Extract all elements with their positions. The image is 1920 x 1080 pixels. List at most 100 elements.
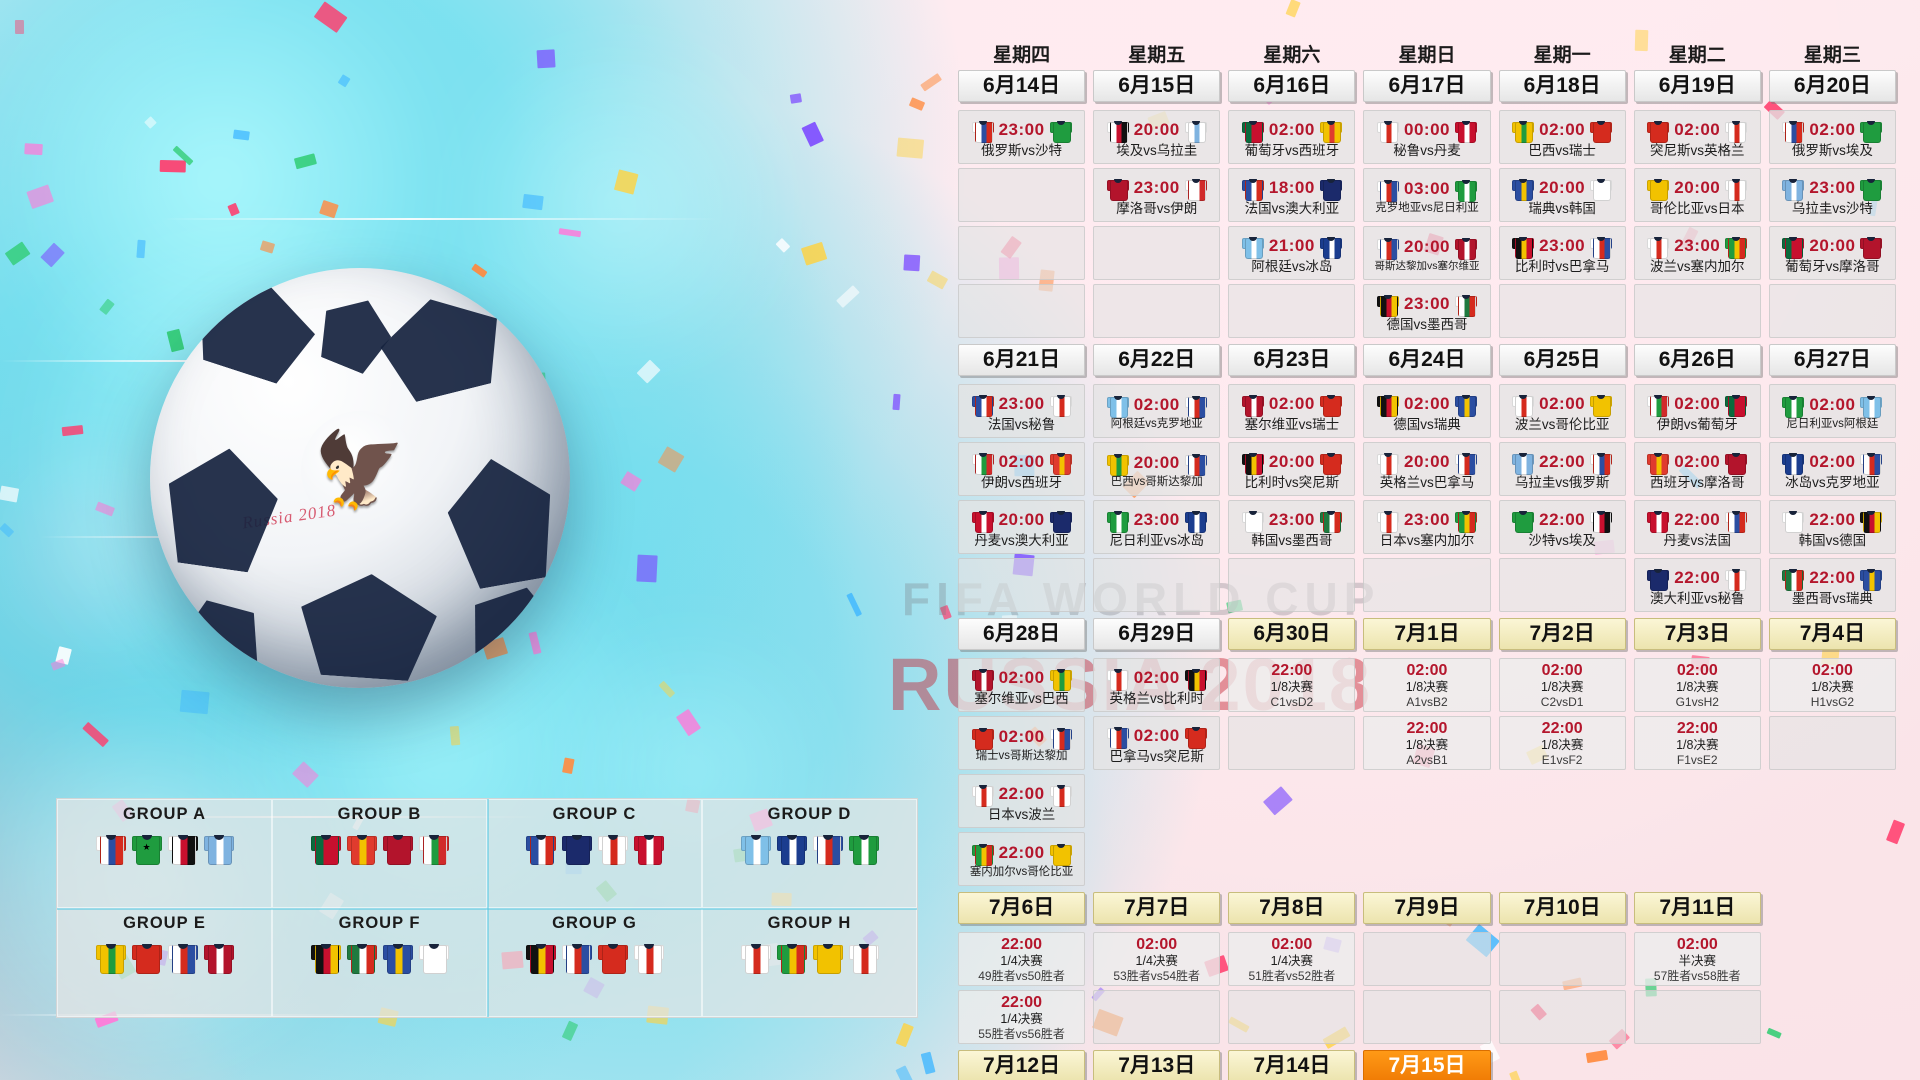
date-header[interactable]: 7月10日 xyxy=(1498,892,1626,924)
match-cell[interactable]: 02:00 阿根廷vs克罗地亚 xyxy=(1093,384,1221,438)
match-cell[interactable]: 03:00 克罗地亚vs尼日利亚 xyxy=(1363,168,1491,222)
date-header[interactable]: 6月25日 xyxy=(1498,344,1626,376)
match-cell[interactable]: 23:00 波兰vs塞内加尔 xyxy=(1633,226,1761,280)
date-header[interactable]: 6月26日 xyxy=(1633,344,1761,376)
match-cell[interactable]: 02:00 西班牙vs摩洛哥 xyxy=(1633,442,1761,496)
date-header[interactable]: 7月2日 xyxy=(1498,618,1626,650)
match-cell[interactable]: 23:00 尼日利亚vs冰岛 xyxy=(1093,500,1221,554)
match-cell[interactable]: 00:00 秘鲁vs丹麦 xyxy=(1363,110,1491,164)
match-cell[interactable]: 02:00 伊朗vs西班牙 xyxy=(958,442,1086,496)
match-cell[interactable]: 02:00 俄罗斯vs埃及 xyxy=(1768,110,1896,164)
date-header[interactable]: 7月1日 xyxy=(1363,618,1491,650)
date-header[interactable]: 6月19日 xyxy=(1633,70,1761,102)
date-header[interactable]: 7月11日 xyxy=(1633,892,1761,924)
match-cell[interactable]: 23:00 韩国vs墨西哥 xyxy=(1228,500,1356,554)
group-cell[interactable]: GROUP H xyxy=(702,908,917,1017)
knockout-match-cell[interactable]: 02:00 1/4决赛 53胜者vs54胜者 xyxy=(1093,932,1221,986)
match-cell[interactable]: 18:00 法国vs澳大利亚 xyxy=(1228,168,1356,222)
date-header[interactable]: 6月23日 xyxy=(1228,344,1356,376)
date-header[interactable]: 7月3日 xyxy=(1633,618,1761,650)
date-header[interactable]: 6月30日 xyxy=(1228,618,1356,650)
group-cell[interactable]: GROUP D xyxy=(702,799,917,908)
match-cell[interactable]: 20:00 哥伦比亚vs日本 xyxy=(1633,168,1761,222)
date-header[interactable]: 6月14日 xyxy=(958,70,1086,102)
match-cell[interactable]: 20:00 巴西vs哥斯达黎加 xyxy=(1093,442,1221,496)
date-header[interactable]: 7月15日 xyxy=(1363,1050,1491,1080)
date-header[interactable]: 7月13日 xyxy=(1093,1050,1221,1080)
match-cell[interactable]: 22:00 丹麦vs法国 xyxy=(1633,500,1761,554)
match-cell[interactable]: 02:00 德国vs瑞典 xyxy=(1363,384,1491,438)
match-cell[interactable]: 22:00 乌拉圭vs俄罗斯 xyxy=(1498,442,1626,496)
date-header[interactable]: 6月24日 xyxy=(1363,344,1491,376)
group-cell[interactable]: GROUP F xyxy=(272,908,487,1017)
knockout-match-cell[interactable]: 02:00 1/4决赛 51胜者vs52胜者 xyxy=(1228,932,1356,986)
knockout-match-cell[interactable]: 02:00 1/8决赛 C2vsD1 xyxy=(1498,658,1626,712)
match-cell[interactable]: 20:00 丹麦vs澳大利亚 xyxy=(958,500,1086,554)
match-cell[interactable]: 20:00 葡萄牙vs摩洛哥 xyxy=(1768,226,1896,280)
knockout-match-cell[interactable]: 02:00 1/8决赛 H1vsG2 xyxy=(1768,658,1896,712)
group-cell[interactable]: GROUP E xyxy=(57,908,272,1017)
knockout-match-cell[interactable]: 02:00 1/8决赛 A1vsB2 xyxy=(1363,658,1491,712)
match-cell[interactable]: 02:00 冰岛vs克罗地亚 xyxy=(1768,442,1896,496)
match-cell[interactable]: 02:00 伊朗vs葡萄牙 xyxy=(1633,384,1761,438)
date-header[interactable]: 6月27日 xyxy=(1768,344,1896,376)
date-header[interactable]: 7月6日 xyxy=(958,892,1086,924)
group-cell[interactable]: GROUP A ★ xyxy=(57,799,272,908)
date-header[interactable]: 6月18日 xyxy=(1498,70,1626,102)
match-cell[interactable]: 23:00 比利时vs巴拿马 xyxy=(1498,226,1626,280)
date-header[interactable]: 7月4日 xyxy=(1768,618,1896,650)
date-header[interactable]: 6月28日 xyxy=(958,618,1086,650)
match-cell[interactable]: 23:00 日本vs塞内加尔 xyxy=(1363,500,1491,554)
knockout-match-cell[interactable]: 22:00 1/8决赛 E1vsF2 xyxy=(1498,716,1626,770)
date-header[interactable]: 6月21日 xyxy=(958,344,1086,376)
match-cell[interactable]: 02:00 葡萄牙vs西班牙 xyxy=(1228,110,1356,164)
date-header[interactable]: 6月17日 xyxy=(1363,70,1491,102)
knockout-match-cell[interactable]: 02:00 1/8决赛 G1vsH2 xyxy=(1633,658,1761,712)
match-cell[interactable]: 02:00 突尼斯vs英格兰 xyxy=(1633,110,1761,164)
match-cell[interactable]: 02:00 尼日利亚vs阿根廷 xyxy=(1768,384,1896,438)
date-header[interactable]: 6月22日 xyxy=(1093,344,1221,376)
date-header[interactable]: 7月8日 xyxy=(1228,892,1356,924)
match-cell[interactable]: 23:00 乌拉圭vs沙特 xyxy=(1768,168,1896,222)
knockout-match-cell[interactable]: 22:00 1/4决赛 55胜者vs56胜者 xyxy=(958,990,1086,1044)
match-cell[interactable]: 23:00 德国vs墨西哥 xyxy=(1363,284,1491,338)
match-cell[interactable]: 20:00 英格兰vs巴拿马 xyxy=(1363,442,1491,496)
knockout-match-cell[interactable]: 22:00 1/8决赛 C1vsD2 xyxy=(1228,658,1356,712)
date-header[interactable]: 7月7日 xyxy=(1093,892,1221,924)
date-header[interactable]: 7月12日 xyxy=(958,1050,1086,1080)
knockout-match-cell[interactable]: 22:00 1/8决赛 F1vsE2 xyxy=(1633,716,1761,770)
match-cell[interactable]: 22:00 塞内加尔vs哥伦比亚 xyxy=(958,832,1086,886)
match-cell[interactable]: 22:00 墨西哥vs瑞典 xyxy=(1768,558,1896,612)
date-header[interactable]: 6月16日 xyxy=(1228,70,1356,102)
match-cell[interactable]: 20:00 比利时vs突尼斯 xyxy=(1228,442,1356,496)
match-cell[interactable]: 23:00 摩洛哥vs伊朗 xyxy=(1093,168,1221,222)
match-cell[interactable]: 22:00 澳大利亚vs秘鲁 xyxy=(1633,558,1761,612)
group-cell[interactable]: GROUP G xyxy=(487,908,702,1017)
match-cell[interactable]: 21:00 阿根廷vs冰岛 xyxy=(1228,226,1356,280)
match-cell[interactable]: 20:00 哥斯达黎加vs塞尔维亚 xyxy=(1363,226,1491,280)
match-cell[interactable]: 02:00 塞尔维亚vs瑞士 xyxy=(1228,384,1356,438)
knockout-match-cell[interactable]: 22:00 1/8决赛 A2vsB1 xyxy=(1363,716,1491,770)
knockout-match-cell[interactable]: 02:00 半决赛 57胜者vs58胜者 xyxy=(1633,932,1761,986)
date-header[interactable]: 6月15日 xyxy=(1093,70,1221,102)
date-header[interactable]: 7月14日 xyxy=(1228,1050,1356,1080)
group-cell[interactable]: GROUP C xyxy=(487,799,702,908)
group-cell[interactable]: GROUP B xyxy=(272,799,487,908)
match-cell[interactable]: 02:00 英格兰vs比利时 xyxy=(1093,658,1221,712)
date-header[interactable]: 6月29日 xyxy=(1093,618,1221,650)
match-cell[interactable]: 22:00 沙特vs埃及 xyxy=(1498,500,1626,554)
date-header[interactable]: 6月20日 xyxy=(1768,70,1896,102)
match-cell[interactable]: 23:00 法国vs秘鲁 xyxy=(958,384,1086,438)
match-cell[interactable]: 02:00 塞尔维亚vs巴西 xyxy=(958,658,1086,712)
match-cell[interactable]: 02:00 巴西vs瑞士 xyxy=(1498,110,1626,164)
match-cell[interactable]: 22:00 韩国vs德国 xyxy=(1768,500,1896,554)
knockout-match-cell[interactable]: 22:00 1/4决赛 49胜者vs50胜者 xyxy=(958,932,1086,986)
match-cell[interactable]: 02:00 巴拿马vs突尼斯 xyxy=(1093,716,1221,770)
match-cell[interactable]: 20:00 瑞典vs韩国 xyxy=(1498,168,1626,222)
match-cell[interactable]: 02:00 瑞士vs哥斯达黎加 xyxy=(958,716,1086,770)
match-cell[interactable]: 20:00 埃及vs乌拉圭 xyxy=(1093,110,1221,164)
date-header[interactable]: 7月9日 xyxy=(1363,892,1491,924)
match-cell[interactable]: 23:00 俄罗斯vs沙特 xyxy=(958,110,1086,164)
match-cell[interactable]: 02:00 波兰vs哥伦比亚 xyxy=(1498,384,1626,438)
match-cell[interactable]: 22:00 日本vs波兰 xyxy=(958,774,1086,828)
